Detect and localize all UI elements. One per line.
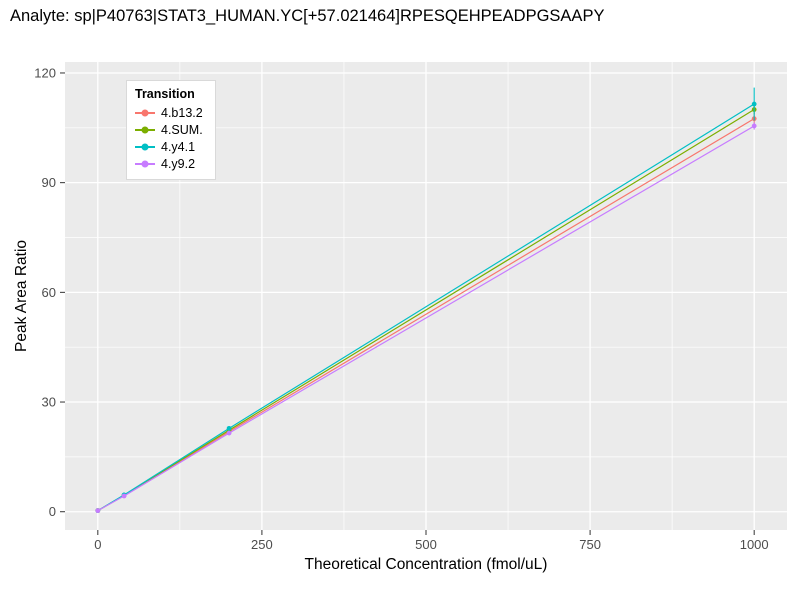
tick-label: 120 bbox=[34, 65, 56, 80]
legend-item-label: 4.y9.2 bbox=[161, 156, 196, 171]
legend-key-icon bbox=[135, 157, 155, 171]
legend-key-icon bbox=[135, 106, 155, 120]
tick-label: 750 bbox=[579, 537, 601, 552]
legend-item: 4.y4.1 bbox=[135, 138, 203, 155]
chart-title: Analyte: sp|P40763|STAT3_HUMAN.YC[+57.02… bbox=[10, 7, 605, 25]
series-line bbox=[97, 125, 755, 512]
y-axis-label: Peak Area Ratio bbox=[13, 239, 30, 353]
data-point bbox=[121, 493, 127, 499]
data-point bbox=[95, 508, 101, 514]
legend-title: Transition bbox=[135, 87, 195, 101]
tick-label: 60 bbox=[42, 285, 56, 300]
tick-label: 90 bbox=[42, 175, 56, 190]
legend-item: 4.SUM. bbox=[135, 121, 203, 138]
legend-item-label: 4.SUM. bbox=[161, 122, 203, 137]
legend-items: 4.b13.2 4.SUM. 4.y4.1 4.y9.2 bbox=[135, 104, 203, 172]
x-axis-label: Theoretical Concentration (fmol/uL) bbox=[304, 556, 548, 573]
data-point bbox=[751, 123, 757, 129]
tick-label: 250 bbox=[251, 537, 273, 552]
legend-key-icon bbox=[135, 123, 155, 137]
tick-label: 0 bbox=[49, 504, 56, 519]
legend-key-icon bbox=[135, 140, 155, 154]
series-4.y9.2 bbox=[95, 122, 757, 514]
legend-item: 4.y9.2 bbox=[135, 155, 203, 172]
tick-label: 500 bbox=[415, 537, 437, 552]
legend-item-label: 4.b13.2 bbox=[161, 105, 203, 120]
legend-item: 4.b13.2 bbox=[135, 104, 203, 121]
data-point bbox=[226, 425, 232, 431]
legend-item-label: 4.y4.1 bbox=[161, 139, 196, 154]
tick-label: 1000 bbox=[740, 537, 769, 552]
tick-label: 30 bbox=[42, 395, 56, 410]
data-point bbox=[226, 430, 232, 436]
data-point bbox=[751, 101, 757, 107]
legend: Transition 4.b13.2 4.SUM. 4.y4.1 4.y9.2 bbox=[126, 80, 216, 180]
tick-label: 0 bbox=[94, 537, 101, 552]
